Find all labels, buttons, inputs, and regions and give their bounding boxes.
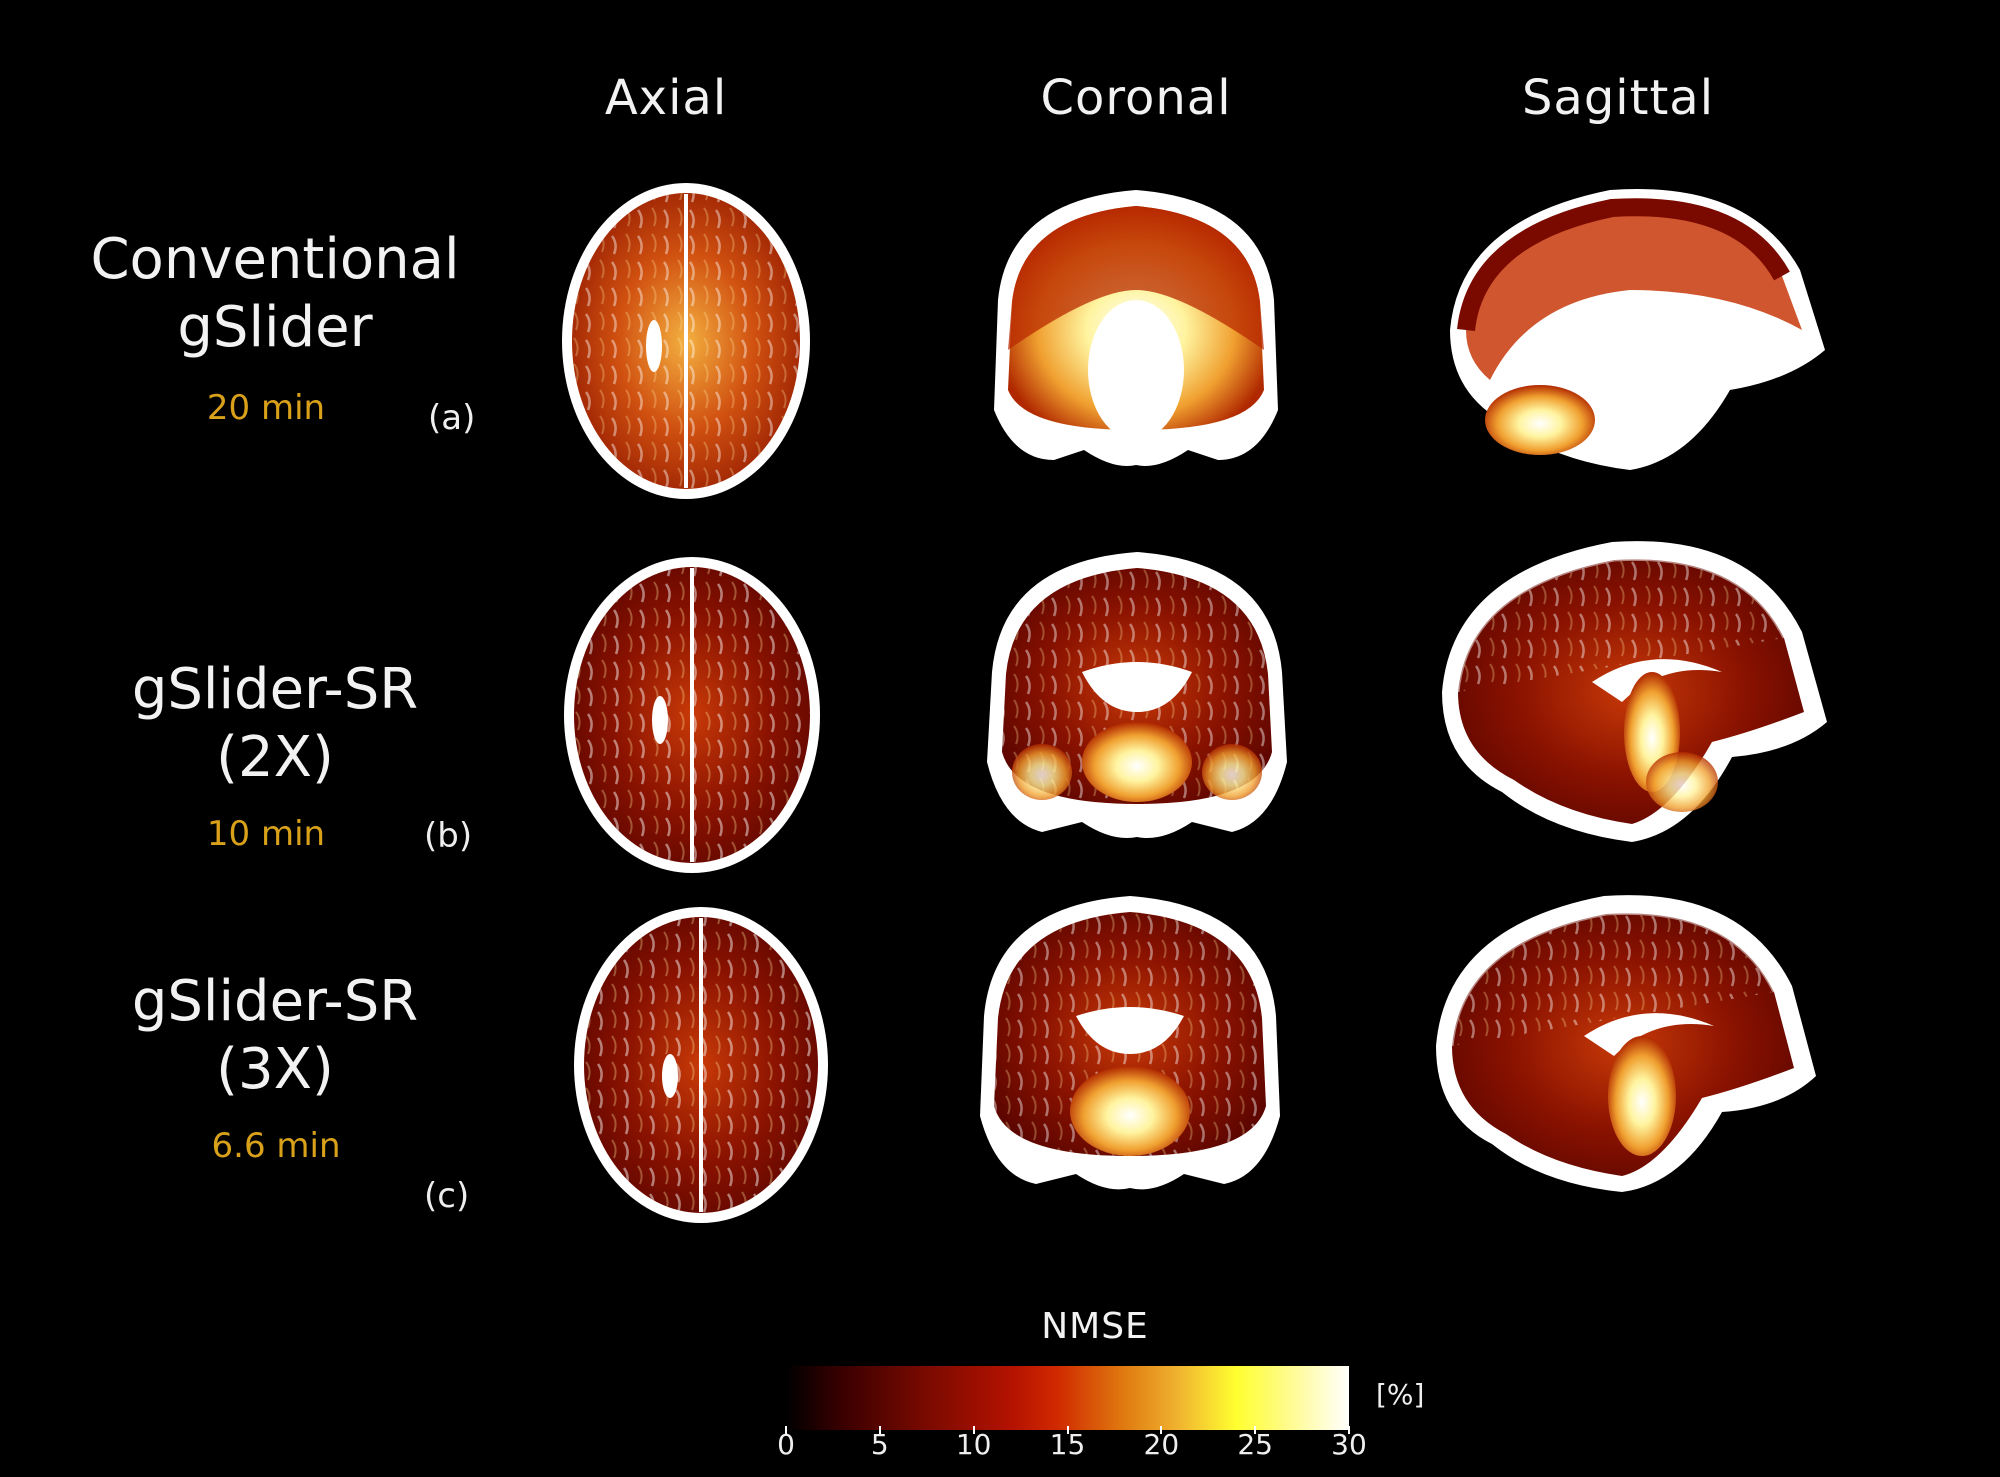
- colorbar-tick: [1254, 1426, 1257, 1434]
- row-label-c: gSlider-SR (3X): [60, 968, 490, 1104]
- row-title-line2: (2X): [216, 725, 334, 790]
- colorbar-tick: [1160, 1426, 1163, 1434]
- colorbar-unit: [%]: [1376, 1378, 1425, 1411]
- coronal-map-a: [978, 180, 1294, 470]
- colorbar-tick: [972, 1426, 975, 1434]
- colorbar-tick-label: 15: [1049, 1428, 1086, 1461]
- colorbar-tick: [878, 1426, 881, 1434]
- coronal-map-c: [964, 886, 1296, 1194]
- column-header-coronal: Coronal: [1040, 70, 1232, 126]
- colorbar-gradient: [786, 1366, 1349, 1430]
- sagittal-map-b: [1422, 532, 1832, 848]
- sagittal-map-c: [1416, 886, 1820, 1198]
- coronal-map-b: [972, 542, 1302, 842]
- colorbar-tick-label: 25: [1237, 1428, 1273, 1461]
- row-time-a: 20 min: [206, 388, 326, 428]
- row-time-c: 6.6 min: [211, 1126, 341, 1166]
- axial-map-c: [570, 904, 832, 1226]
- colorbar-tick: [1348, 1426, 1350, 1434]
- sagittal-map-a: [1430, 180, 1830, 480]
- row-title-line2: (3X): [216, 1037, 334, 1102]
- row-title-line2: gSlider: [177, 295, 373, 360]
- colorbar-tick-label: 30: [1331, 1428, 1367, 1461]
- colorbar-tick-label: 0: [777, 1428, 795, 1461]
- colorbar-title: NMSE: [1041, 1306, 1149, 1347]
- row-time-b: 10 min: [206, 814, 326, 854]
- row-label-a: Conventional gSlider: [60, 226, 490, 362]
- column-header-axial: Axial: [604, 70, 728, 126]
- colorbar-tick: [1066, 1426, 1069, 1434]
- row-title-line1: gSlider-SR: [131, 657, 419, 722]
- row-title-line1: gSlider-SR: [131, 969, 419, 1034]
- row-letter-a: (a): [428, 398, 476, 438]
- colorbar-tick-label: 5: [870, 1428, 889, 1461]
- colorbar-tick-label: 10: [955, 1428, 992, 1461]
- row-label-b: gSlider-SR (2X): [60, 656, 490, 792]
- column-header-sagittal: Sagittal: [1521, 70, 1715, 126]
- row-letter-c: (c): [424, 1176, 470, 1216]
- row-title-line1: Conventional: [90, 227, 460, 292]
- axial-map-a: [558, 180, 814, 502]
- colorbar-tick-label: 20: [1143, 1428, 1180, 1461]
- axial-map-b: [560, 554, 824, 876]
- colorbar-tick: [785, 1426, 787, 1434]
- row-letter-b: (b): [424, 816, 473, 856]
